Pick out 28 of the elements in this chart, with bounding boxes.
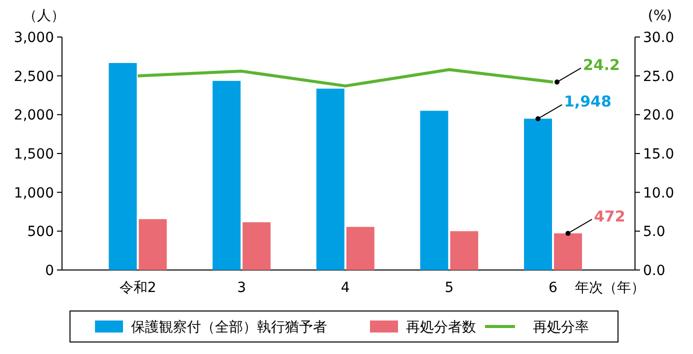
x-axis-title: 年次（年） bbox=[574, 280, 645, 296]
y-tick-label: 1,000 bbox=[14, 185, 54, 202]
x-tick-label: 6 bbox=[548, 280, 558, 296]
y-tick-label: 2,000 bbox=[14, 108, 54, 124]
y-tick-label: 1,500 bbox=[14, 146, 54, 162]
legend-label: 保護観察付（全部）執行猶予者 bbox=[131, 320, 327, 336]
data-label: 24.2 bbox=[582, 56, 620, 74]
y2-tick-label: 25.0 bbox=[643, 68, 674, 85]
y2-tick-label: 10.0 bbox=[643, 185, 674, 202]
y2-tick-label: 15.0 bbox=[643, 146, 674, 162]
y-tick-label: 500 bbox=[27, 224, 54, 240]
data-label: 1,948 bbox=[564, 92, 612, 111]
y-tick-label: 2,500 bbox=[14, 68, 54, 85]
y2-tick-label: 30.0 bbox=[643, 30, 674, 46]
x-tick-label: 4 bbox=[340, 280, 350, 296]
y-axis-title: （人） bbox=[23, 8, 65, 24]
y-tick-label: 0 bbox=[45, 263, 54, 279]
y2-tick-label: 20.0 bbox=[643, 108, 674, 124]
y2-axis-title: (%) bbox=[648, 8, 672, 24]
x-tick-label: 令和2 bbox=[119, 280, 156, 296]
x-tick-label: 3 bbox=[237, 280, 246, 296]
data-label: 472 bbox=[594, 207, 626, 226]
y2-tick-label: 0.0 bbox=[643, 263, 666, 279]
x-tick-label: 5 bbox=[444, 280, 454, 296]
legend-label: 再処分者数 bbox=[406, 320, 476, 336]
legend-label: 再処分率 bbox=[533, 320, 589, 336]
y-tick-label: 3,000 bbox=[14, 30, 54, 46]
y2-tick-label: 5.0 bbox=[643, 224, 666, 240]
